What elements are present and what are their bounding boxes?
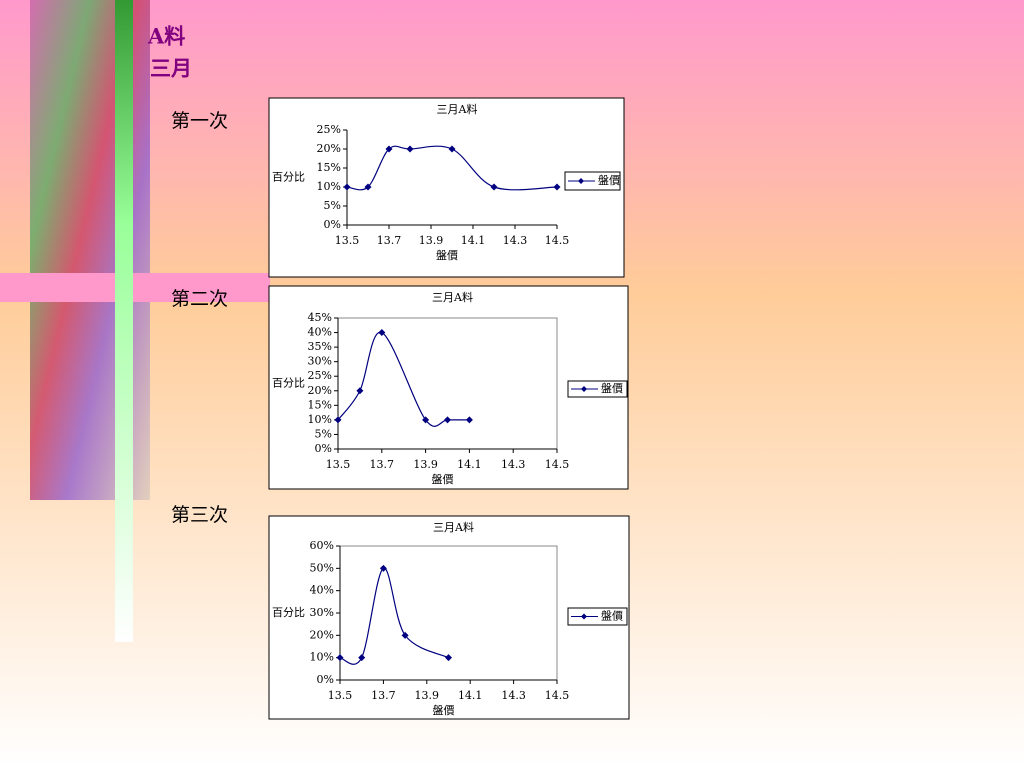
y-tick-label: 15% [317, 161, 341, 174]
decor-bar [115, 0, 133, 642]
data-point [358, 654, 366, 662]
y-tick-label: 30% [308, 355, 332, 368]
x-tick-label: 14.3 [501, 458, 526, 471]
y-tick-label: 40% [308, 326, 332, 339]
section-label: 第一次 [171, 110, 228, 132]
y-tick-label: 35% [308, 340, 332, 353]
data-point [553, 183, 561, 191]
data-point [406, 145, 414, 153]
title-line: A料 [147, 24, 185, 49]
x-tick-label: 14.5 [545, 458, 570, 471]
x-tick-label: 13.7 [377, 234, 402, 247]
y-tick-label: 10% [317, 180, 341, 193]
legend-marker [581, 613, 587, 620]
x-tick-label: 13.7 [370, 458, 395, 471]
chart-title: 三月A料 [433, 520, 474, 534]
decor-band [0, 273, 270, 302]
data-point [356, 387, 364, 395]
data-point [401, 631, 409, 639]
y-tick-label: 45% [308, 311, 332, 324]
x-axis-label: 盤價 [433, 703, 455, 717]
y-tick-label: 50% [310, 561, 334, 574]
x-tick-label: 14.1 [457, 458, 482, 471]
x-tick-label: 14.3 [503, 234, 528, 247]
chart-title: 三月A料 [432, 290, 473, 304]
x-tick-label: 14.5 [545, 689, 570, 702]
y-tick-label: 10% [310, 651, 334, 664]
data-point [334, 416, 342, 424]
y-tick-label: 0% [317, 673, 334, 686]
data-point [448, 145, 456, 153]
y-tick-label: 20% [308, 384, 332, 397]
x-tick-label: 13.5 [328, 689, 353, 702]
y-tick-label: 5% [324, 199, 341, 212]
data-point [444, 416, 451, 424]
y-axis-label: 百分比 [272, 377, 305, 390]
data-point [490, 183, 498, 191]
x-tick-label: 13.5 [326, 458, 351, 471]
y-tick-label: 10% [308, 413, 332, 426]
y-tick-label: 15% [308, 398, 332, 411]
y-tick-label: 20% [317, 142, 341, 155]
y-tick-label: 30% [310, 606, 334, 619]
data-point [336, 654, 344, 662]
data-point [465, 416, 473, 424]
y-tick-label: 25% [308, 369, 332, 382]
y-tick-label: 40% [310, 584, 334, 597]
x-tick-label: 13.7 [371, 689, 396, 702]
section-label: 第二次 [171, 288, 228, 310]
legend-marker [578, 178, 584, 184]
x-axis-label: 盤價 [436, 248, 458, 262]
legend-label: 盤價 [598, 173, 620, 187]
y-tick-label: 0% [315, 442, 332, 455]
data-point [445, 654, 452, 662]
y-tick-label: 0% [324, 218, 341, 231]
data-point [364, 183, 372, 191]
x-tick-label: 14.3 [501, 689, 526, 702]
data-point [379, 564, 387, 572]
y-tick-label: 60% [310, 539, 334, 552]
data-point [378, 329, 386, 337]
y-axis-label: 百分比 [272, 171, 305, 184]
legend-marker [581, 386, 587, 392]
x-tick-label: 14.5 [545, 234, 570, 247]
x-tick-label: 13.9 [419, 234, 444, 247]
x-tick-label: 13.5 [335, 234, 360, 247]
section-label: 第三次 [171, 504, 228, 526]
data-point [385, 145, 393, 153]
legend-label: 盤價 [601, 381, 623, 395]
y-tick-label: 5% [315, 427, 332, 440]
y-axis-label: 百分比 [272, 606, 305, 619]
legend-label: 盤價 [601, 609, 623, 623]
x-tick-label: 14.1 [461, 234, 486, 247]
x-tick-label: 13.9 [415, 689, 440, 702]
title-line: 三月 [150, 56, 192, 81]
x-tick-label: 14.1 [458, 689, 483, 702]
y-tick-label: 25% [317, 123, 341, 136]
chart-title: 三月A料 [437, 102, 478, 116]
data-point [343, 183, 351, 191]
x-axis-label: 盤價 [432, 472, 454, 486]
y-tick-label: 20% [310, 628, 334, 641]
x-tick-label: 13.9 [413, 458, 438, 471]
data-point [422, 416, 430, 424]
